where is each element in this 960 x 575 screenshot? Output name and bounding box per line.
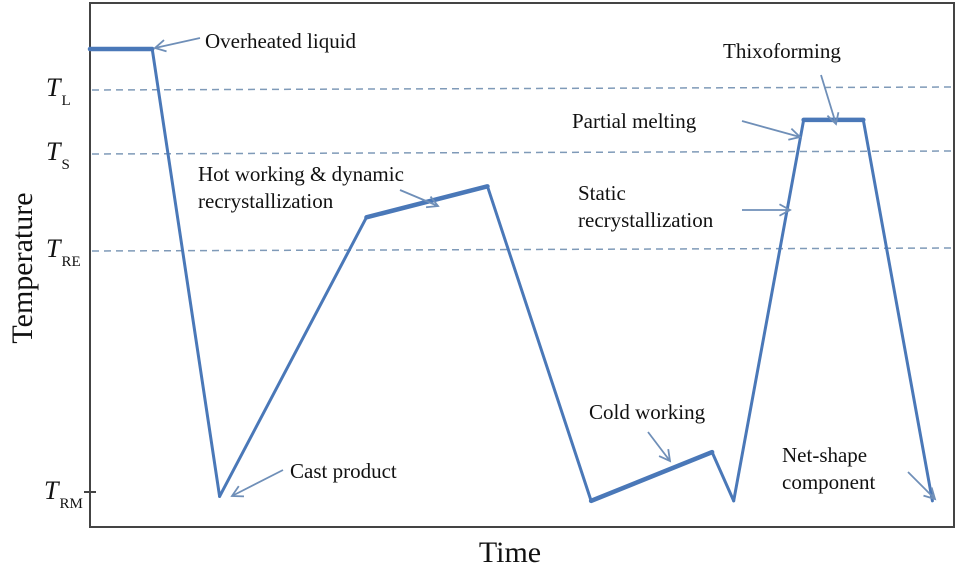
tick-symbol: T xyxy=(46,73,62,102)
y-tick-re: TRE xyxy=(46,234,81,270)
annotation-arrows xyxy=(153,37,937,501)
annotation-line: Partial melting xyxy=(572,109,697,133)
profile-segment xyxy=(710,450,736,503)
annotation-line: Static xyxy=(578,181,626,205)
arrow-head-icon xyxy=(788,128,802,141)
annotation-line: recrystallization xyxy=(578,208,714,232)
profile-segment xyxy=(861,118,934,503)
arrow-shaft xyxy=(647,431,671,462)
annotation-line: Cold working xyxy=(589,400,706,424)
annotation-cast: Cast product xyxy=(290,459,397,483)
annotations: Overheated liquid Hot working & dynamic re… xyxy=(198,29,875,494)
y-axis-title: Temperature xyxy=(6,192,39,343)
reference-line-s xyxy=(91,150,953,155)
annotation-partial-melting: Partial melting xyxy=(572,109,697,133)
arrow-head-icon xyxy=(826,112,840,126)
profile-segment xyxy=(485,184,593,503)
arrow-head-icon xyxy=(230,485,245,498)
temperature-profile xyxy=(87,46,934,504)
arrow-shaft xyxy=(907,471,936,500)
annotation-thixoforming: Thixoforming xyxy=(723,39,841,63)
annotation-line: recrystallization xyxy=(198,189,334,213)
annotation-cold-working: Cold working xyxy=(589,400,706,424)
annotation-line: Overheated liquid xyxy=(205,29,357,53)
profile-segment xyxy=(732,118,806,503)
tick-symbol: T xyxy=(44,476,60,505)
y-tick-s: TS xyxy=(46,137,70,173)
x-axis-title: Time xyxy=(479,536,541,569)
tick-symbol: T xyxy=(46,137,62,166)
y-tick-rm: TRM xyxy=(44,476,83,512)
arrow-head-icon xyxy=(923,487,937,501)
tick-subscript: L xyxy=(61,93,70,109)
annotation-static-recryst: Static recrystallization xyxy=(578,181,714,232)
plot-frame xyxy=(89,2,955,528)
arrow-shaft xyxy=(231,469,284,497)
annotation-hot-working: Hot working & dynamic recrystallization xyxy=(198,162,404,213)
arrow-head-icon xyxy=(658,448,672,463)
arrow-shaft xyxy=(820,74,837,125)
arrow-head-icon xyxy=(425,196,440,209)
arrow-shaft xyxy=(399,189,439,207)
reference-line-re xyxy=(91,247,953,252)
profile-segment xyxy=(588,449,715,504)
profile-segment xyxy=(150,47,222,498)
arrow-head-icon xyxy=(153,39,167,53)
arrow-shaft xyxy=(154,37,201,49)
tick-subscript: RM xyxy=(59,496,82,512)
annotation-line: Thixoforming xyxy=(723,39,841,63)
arrow-head-icon xyxy=(779,203,792,217)
reference-line-l xyxy=(91,86,953,91)
annotation-overheated: Overheated liquid xyxy=(205,29,357,53)
arrow-shaft xyxy=(741,120,801,138)
tick-subscript: RE xyxy=(61,254,80,270)
annotation-line: Net-shape xyxy=(782,443,867,467)
y-tick-l: TL xyxy=(46,73,71,109)
profile-segment xyxy=(218,215,368,498)
annotation-line: component xyxy=(782,470,875,494)
annotation-line: Hot working & dynamic xyxy=(198,162,404,186)
annotation-line: Cast product xyxy=(290,459,397,483)
tick-symbol: T xyxy=(46,234,62,263)
annotation-net-shape: Net-shape component xyxy=(782,443,875,494)
tick-subscript: S xyxy=(61,157,69,173)
